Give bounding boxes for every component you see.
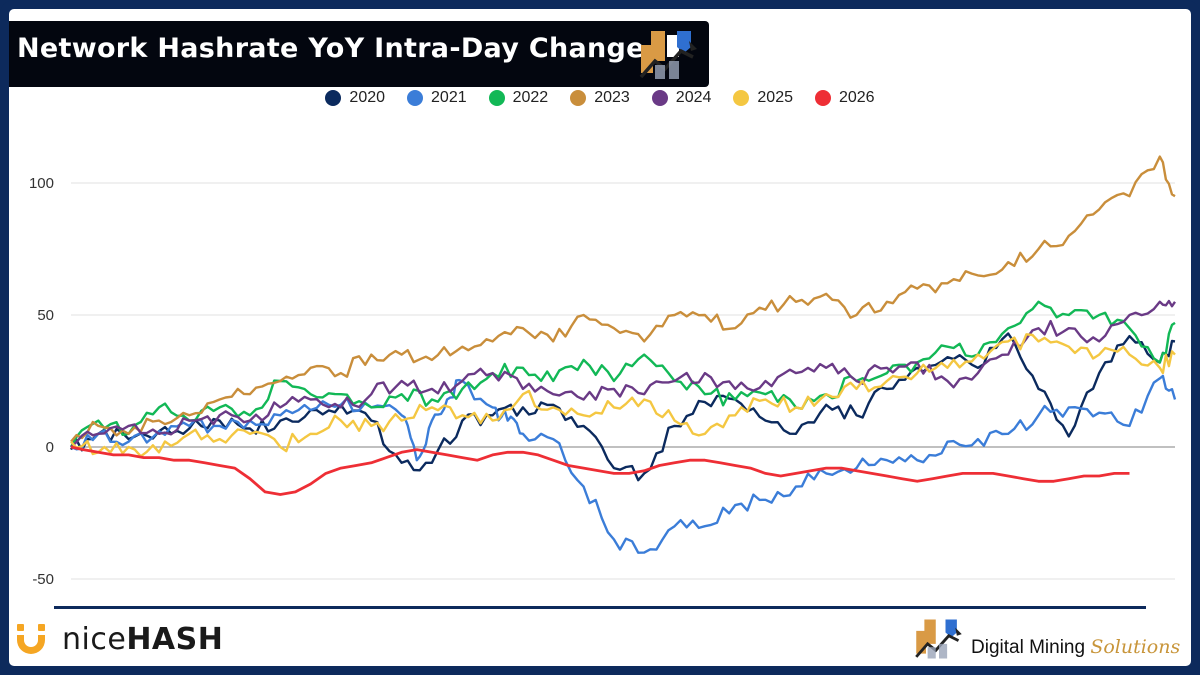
- chart-title: Network Hashrate YoY Intra-Day Change: [17, 33, 645, 64]
- legend-marker-2025: [733, 90, 750, 106]
- legend-label-2024: 2024: [675, 89, 712, 106]
- nicehash-wordmark: niceHASH: [62, 622, 223, 657]
- nicehash-icon: [17, 624, 45, 654]
- title-bar: Network Hashrate YoY Intra-Day Change: [9, 21, 709, 87]
- legend-label-2023: 2023: [594, 89, 630, 106]
- chart-legend: 2020 2021 2022 2023 2024 2025 2026: [9, 89, 1191, 107]
- legend-label-2020: 2020: [349, 89, 386, 106]
- legend-item-2025: 2025: [733, 89, 793, 107]
- series-line-2023: [70, 155, 1176, 443]
- series-line-2024: [70, 299, 1176, 448]
- footer-divider: [54, 606, 1146, 609]
- y-tick-label: 100: [29, 175, 54, 192]
- y-tick-label: -50: [32, 571, 54, 588]
- legend-marker-2022: [488, 90, 505, 106]
- dms-secondary-text: Solutions: [1090, 636, 1181, 658]
- legend-item-2023: 2023: [570, 89, 630, 107]
- legend-item-2024: 2024: [651, 89, 712, 107]
- digital-mining-solutions-logo: Digital Mining Solutions: [913, 615, 1180, 663]
- y-tick-label: 0: [46, 439, 54, 456]
- series-line-2025: [70, 333, 1176, 458]
- legend-label-2022: 2022: [512, 89, 549, 106]
- y-tick-label: 50: [37, 307, 54, 324]
- legend-label-2025: 2025: [757, 89, 793, 106]
- legend-item-2022: 2022: [488, 89, 549, 107]
- legend-item-2026: 2026: [814, 89, 875, 107]
- series-line-2021: [70, 374, 1177, 554]
- digital-mining-logo-icon: [639, 31, 697, 79]
- legend-marker-2023: [570, 90, 587, 106]
- series-line-2022: [69, 300, 1176, 448]
- nicehash-logo: niceHASH: [14, 621, 223, 657]
- digital-mining-solutions-wordmark: Digital Mining Solutions: [971, 636, 1180, 659]
- line-chart: -50 0 50 100: [29, 155, 1177, 588]
- series-line-2026: [70, 445, 1130, 496]
- nicehash-wordmark-bold: HASH: [126, 621, 224, 657]
- legend-label-2026: 2026: [838, 89, 875, 106]
- legend-marker-2024: [651, 90, 668, 106]
- nicehash-wordmark-light: nice: [62, 621, 127, 657]
- legend-marker-2021: [407, 90, 424, 106]
- legend-item-2020: 2020: [325, 89, 385, 107]
- legend-marker-2020: [325, 90, 342, 106]
- legend-item-2021: 2021: [407, 89, 467, 107]
- legend-marker-2026: [814, 90, 831, 106]
- legend-label-2021: 2021: [431, 89, 467, 106]
- dms-primary-text: Digital Mining: [971, 637, 1091, 658]
- digital-mining-footer-icon: [915, 619, 962, 659]
